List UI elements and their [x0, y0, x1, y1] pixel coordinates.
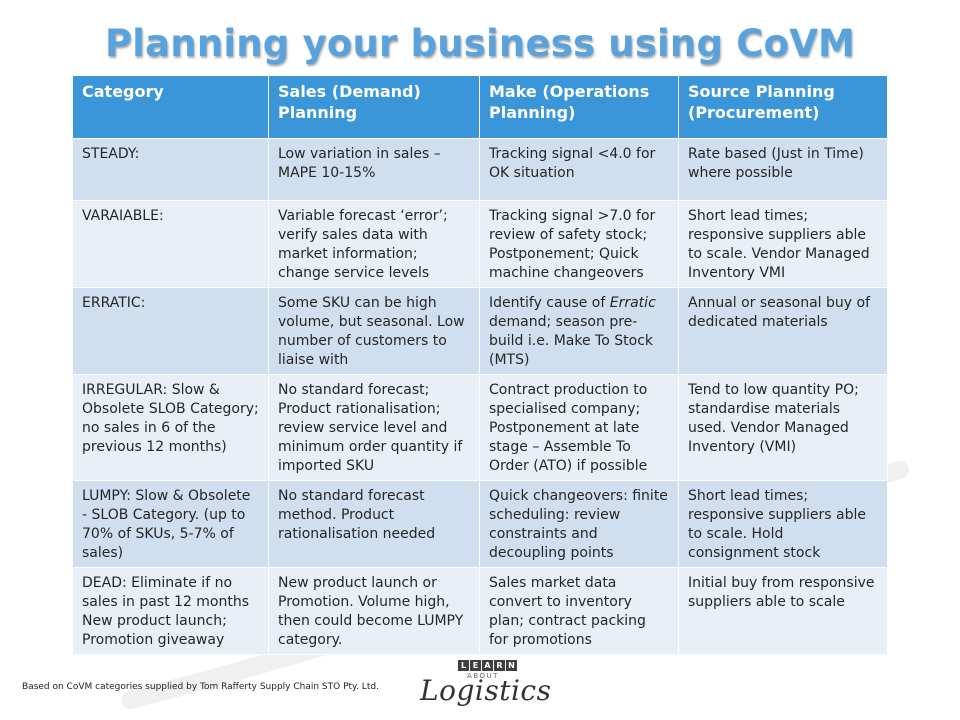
table-cell: VARAIABLE: [72, 200, 269, 288]
logo-letter: E [470, 660, 481, 671]
logo-letter: A [482, 660, 493, 671]
header-sales-planning: Sales (Demand) Planning [268, 75, 480, 139]
page-title: Planning your business using CoVM [104, 22, 856, 65]
logo-about-text: ABOUT [467, 672, 499, 680]
table-cell: Low variation in sales – MAPE 10-15% [268, 138, 480, 201]
table-cell: STEADY: [72, 138, 269, 201]
erratic-make-text-prefix: Identify cause of [489, 295, 610, 311]
table-header-row: Category Sales (Demand) Planning Make (O… [72, 75, 888, 139]
table-cell: Variable forecast ‘error’; verify sales … [268, 200, 480, 288]
table-cell: Tracking signal <4.0 for OK situation [479, 138, 679, 201]
table-row-dead: DEAD: Eliminate if no sales in past 12 m… [72, 567, 888, 655]
erratic-make-text-suffix: demand; season pre-build i.e. Make To St… [489, 314, 653, 368]
covm-planning-table: Category Sales (Demand) Planning Make (O… [72, 75, 888, 655]
table-cell: No standard forecast; Product rationalis… [268, 374, 480, 481]
attribution-footer: Based on CoVM categories supplied by Tom… [22, 682, 379, 692]
header-category: Category [72, 75, 269, 139]
table-row-irregular: IRREGULAR: Slow & Obsolete SLOB Category… [72, 374, 888, 481]
table-cell: Some SKU can be high volume, but seasona… [268, 287, 480, 375]
table-cell: New product launch or Promotion. Volume … [268, 567, 480, 655]
table-cell: Contract production to specialised compa… [479, 374, 679, 481]
logo-letter: N [506, 660, 517, 671]
erratic-emphasis: Erratic [609, 295, 656, 311]
table-cell: Tracking signal >7.0 for review of safet… [479, 200, 679, 288]
table-cell: Short lead times; responsive suppliers a… [678, 480, 888, 568]
table-row-lumpy: LUMPY: Slow & Obsolete - SLOB Category. … [72, 480, 888, 568]
table-cell: Annual or seasonal buy of dedicated mate… [678, 287, 888, 375]
table-cell: DEAD: Eliminate if no sales in past 12 m… [72, 567, 269, 655]
table-cell: Quick changeovers: finite scheduling: re… [479, 480, 679, 568]
logo-letter: R [494, 660, 505, 671]
header-make-planning: Make (Operations Planning) [479, 75, 679, 139]
table-cell: Sales market data convert to inventory p… [479, 567, 679, 655]
table-cell: No standard forecast method. Product rat… [268, 480, 480, 568]
header-source-planning: Source Planning (Procurement) [678, 75, 888, 139]
table-cell: LUMPY: Slow & Obsolete - SLOB Category. … [72, 480, 269, 568]
table-cell: ERRATIC: [72, 287, 269, 375]
table-cell: Identify cause of Erratic demand; season… [479, 287, 679, 375]
learn-about-logistics-logo: L E A R N ABOUT Logistics [418, 660, 552, 716]
logo-learn-tiles: L E A R N [458, 660, 517, 671]
table-cell: Tend to low quantity PO; standardise mat… [678, 374, 888, 481]
table-cell: IRREGULAR: Slow & Obsolete SLOB Category… [72, 374, 269, 481]
table-row-steady: STEADY: Low variation in sales – MAPE 10… [72, 138, 888, 201]
logo-letter: L [458, 660, 469, 671]
table-row-erratic: ERRATIC: Some SKU can be high volume, bu… [72, 287, 888, 375]
table-row-variable: VARAIABLE: Variable forecast ‘error’; ve… [72, 200, 888, 288]
table-cell: Rate based (Just in Time) where possible [678, 138, 888, 201]
table-cell: Short lead times; responsive suppliers a… [678, 200, 888, 288]
table-cell: Initial buy from responsive suppliers ab… [678, 567, 888, 655]
logo-logistics-wordmark: Logistics [420, 674, 552, 707]
